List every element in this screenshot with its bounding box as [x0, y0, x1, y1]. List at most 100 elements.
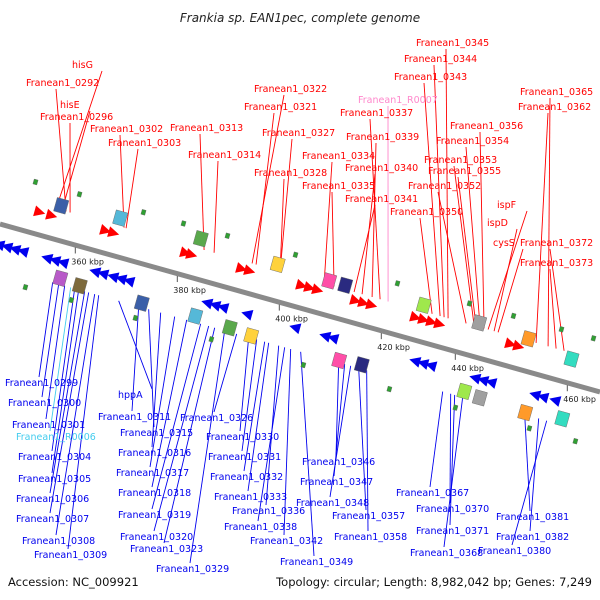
forward-gene-arrow — [99, 224, 112, 235]
marker-box — [452, 404, 459, 411]
reverse-gene-arrow — [57, 258, 70, 270]
forward-gene-arrow — [357, 296, 370, 307]
top-leader-line — [437, 191, 467, 324]
top-gene-label: Franean1_0344 — [404, 54, 477, 65]
bottom-gene-label: Franean1_0307 — [16, 514, 89, 525]
marker-box — [300, 361, 307, 369]
marker-box — [224, 232, 231, 239]
reverse-gene-arrow — [209, 301, 222, 312]
feature-box — [331, 351, 348, 370]
forward-gene-arrow — [425, 315, 438, 326]
reverse-gene-arrow — [417, 359, 430, 370]
genome-backbone — [0, 221, 600, 395]
reverse-gene-arrow — [485, 378, 498, 389]
bottom-leader-line — [45, 285, 66, 420]
feature-box — [52, 269, 69, 287]
top-gene-label: Franean1_0327 — [262, 128, 335, 139]
feature-box — [269, 255, 286, 274]
bottom-leader-line — [41, 283, 60, 398]
top-gene-label: cysS — [493, 238, 515, 249]
bottom-gene-label: Franean1_0319 — [118, 510, 191, 521]
marker-box — [22, 284, 29, 291]
bottom-gene-label: Franean1_0371 — [416, 526, 489, 537]
feature-box — [337, 276, 354, 294]
bottom-leader-line — [151, 312, 162, 448]
feature-box — [353, 356, 370, 374]
top-gene-label: ispF — [497, 200, 516, 211]
bottom-leader-line — [366, 370, 369, 532]
bottom-gene-label: Franean1_0299 — [5, 378, 78, 389]
feature-box — [243, 327, 260, 345]
forward-gene-arrow — [365, 298, 378, 310]
top-leader-line — [251, 94, 285, 264]
bottom-gene-label: Franean1_0305 — [18, 474, 91, 485]
bottom-gene-label: Franean1_0317 — [116, 468, 189, 479]
top-leader-line — [457, 176, 477, 327]
top-leader-line — [361, 173, 376, 295]
bottom-gene-label: Franean1_0320 — [120, 532, 193, 543]
bottom-gene-label: Franean1_0348 — [296, 498, 369, 509]
bottom-leader-line — [55, 294, 96, 536]
marker-box — [590, 335, 597, 342]
reverse-gene-arrow — [41, 253, 54, 265]
top-gene-label: Franean1_0372 — [520, 238, 593, 249]
bottom-leader-line — [153, 325, 210, 532]
bottom-gene-label: Franean1_0382 — [496, 532, 569, 543]
bottom-gene-label: Franean1_0367 — [396, 488, 469, 499]
bottom-leader-line — [49, 287, 72, 432]
marker-box — [526, 425, 533, 432]
reverse-gene-arrow — [319, 331, 332, 343]
reverse-gene-arrow — [529, 390, 542, 402]
top-gene-label: hisG — [72, 60, 93, 71]
forward-gene-arrow — [512, 339, 525, 351]
forward-gene-arrow — [349, 294, 362, 305]
bottom-leader-line — [449, 393, 452, 504]
top-leader-line — [497, 248, 524, 333]
bottom-gene-label: Franean1_0346 — [302, 457, 375, 468]
bottom-gene-label: Franean1_0318 — [118, 488, 191, 499]
marker-box — [510, 312, 517, 320]
bottom-leader-line — [333, 364, 346, 477]
feature-box — [471, 389, 488, 407]
feature-box — [517, 403, 534, 422]
bottom-gene-label: Franean1_0316 — [118, 448, 191, 459]
feature-box — [563, 350, 580, 368]
bottom-gene-label: Franean1_0311 — [98, 412, 171, 423]
top-leader-line — [465, 146, 481, 328]
feature-box — [133, 294, 150, 312]
feature-box — [321, 272, 338, 290]
reverse-gene-arrow — [17, 247, 30, 258]
tick-label: 440 kbp — [451, 364, 484, 373]
feature-box — [456, 382, 473, 401]
bottom-leader-line — [38, 282, 54, 378]
bottom-leader-line — [524, 414, 531, 512]
reverse-gene-arrow — [1, 242, 14, 254]
bottom-leader-line — [329, 365, 352, 498]
bottom-gene-label: hppA — [118, 390, 143, 401]
feature-box — [520, 330, 537, 348]
top-gene-label: Franean1_0335 — [302, 181, 375, 192]
reverse-gene-arrow — [107, 272, 120, 284]
bottom-leader-line — [358, 368, 367, 511]
bottom-gene-label: Franean1_0370 — [416, 504, 489, 515]
top-gene-label: Franean1_0353 — [424, 155, 497, 166]
forward-gene-arrow — [417, 313, 430, 324]
bottom-leader-line — [151, 319, 188, 488]
bottom-gene-label: Franean1_0380 — [478, 546, 551, 557]
bottom-gene-label: Franean1_0308 — [22, 536, 95, 547]
bottom-gene-label: Franean1_0331 — [208, 452, 281, 463]
feature-box — [53, 197, 70, 215]
feature-box — [112, 209, 129, 227]
feature-box — [554, 410, 571, 428]
marker-box — [132, 314, 139, 322]
reverse-gene-arrow — [469, 373, 482, 385]
top-gene-label: Franean1_R0007 — [358, 95, 438, 106]
marker-box — [32, 178, 39, 186]
forward-gene-arrow — [433, 317, 446, 329]
reverse-gene-arrow — [89, 267, 102, 279]
top-gene-label: Franean1_0334 — [302, 151, 375, 162]
accession-text: Accession: NC_009921 — [8, 575, 139, 589]
reverse-gene-arrow — [537, 392, 550, 404]
